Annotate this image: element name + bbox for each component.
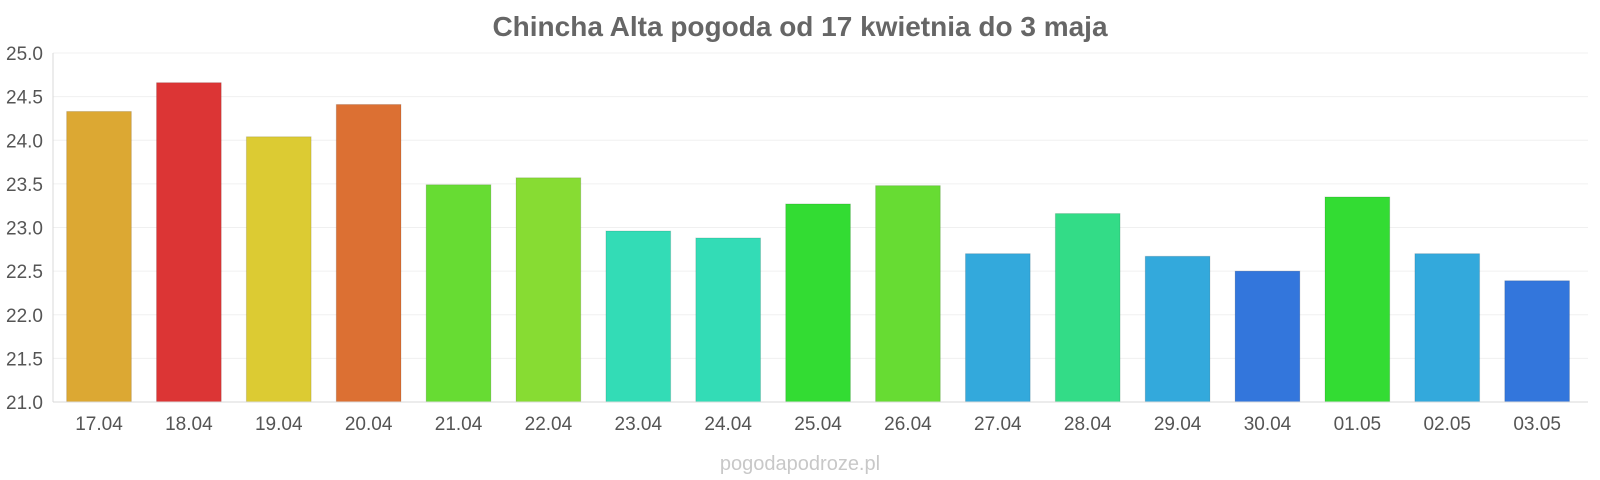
y-tick-label: 22.5 — [6, 262, 43, 283]
bar-28.04 — [1054, 213, 1121, 403]
footer-watermark: pogodapodroze.pl — [720, 453, 880, 475]
y-tick-label: 21.5 — [6, 349, 43, 370]
bar-03.05 — [1504, 280, 1570, 403]
bar-21.04 — [425, 184, 492, 403]
y-tick-label: 23.5 — [6, 175, 43, 196]
x-tick-label: 03.05 — [1513, 414, 1561, 435]
bar-01.05 — [1324, 196, 1391, 403]
bar-23.04 — [605, 230, 672, 403]
x-tick-label: 29.04 — [1154, 414, 1202, 435]
y-tick-label: 24.5 — [6, 88, 43, 109]
y-axis-ticks: 25.0 24.5 24.0 23.5 23.0 22.5 22.0 21.5 21.0 — [6, 44, 43, 414]
y-tick-label: 24.0 — [6, 131, 43, 152]
chart-title: Chincha Alta pogoda od 17 kwietnia do 3 … — [492, 11, 1107, 42]
x-tick-label: 22.04 — [525, 414, 573, 435]
bar-24.04 — [695, 237, 762, 403]
x-tick-label: 20.04 — [345, 414, 393, 435]
x-tick-label: 26.04 — [884, 414, 932, 435]
x-tick-label: 19.04 — [255, 414, 303, 435]
bar-27.04 — [964, 253, 1031, 403]
x-tick-label: 27.04 — [974, 414, 1022, 435]
bar-20.04 — [335, 103, 402, 403]
y-tick-label: 21.0 — [6, 393, 43, 414]
bar-30.04 — [1234, 270, 1301, 403]
bar-18.04 — [156, 82, 222, 403]
bar-19.04 — [245, 136, 312, 403]
x-tick-label: 21.04 — [435, 414, 483, 435]
x-axis-ticks: 17.04 18.04 19.04 20.04 21.04 22.04 23.04 24.04… — [75, 414, 1561, 435]
y-tick-label: 25.0 — [6, 44, 43, 65]
bar-29.04 — [1144, 255, 1211, 403]
x-tick-label: 02.05 — [1423, 414, 1471, 435]
bar-17.04 — [66, 110, 132, 403]
bar-25.04 — [785, 203, 851, 403]
x-tick-label: 23.04 — [615, 414, 663, 435]
x-tick-label: 01.05 — [1334, 414, 1382, 435]
y-tick-label: 22.0 — [6, 306, 43, 327]
bars — [66, 82, 1570, 403]
x-tick-label: 28.04 — [1064, 414, 1112, 435]
bar-22.04 — [515, 177, 582, 403]
x-tick-label: 18.04 — [165, 414, 213, 435]
bar-02.05 — [1414, 253, 1481, 403]
x-tick-label: 25.04 — [794, 414, 842, 435]
bar-26.04 — [875, 185, 941, 403]
y-tick-label: 23.0 — [6, 219, 43, 240]
x-tick-label: 30.04 — [1244, 414, 1292, 435]
x-tick-label: 17.04 — [75, 414, 123, 435]
x-tick-label: 24.04 — [704, 414, 752, 435]
